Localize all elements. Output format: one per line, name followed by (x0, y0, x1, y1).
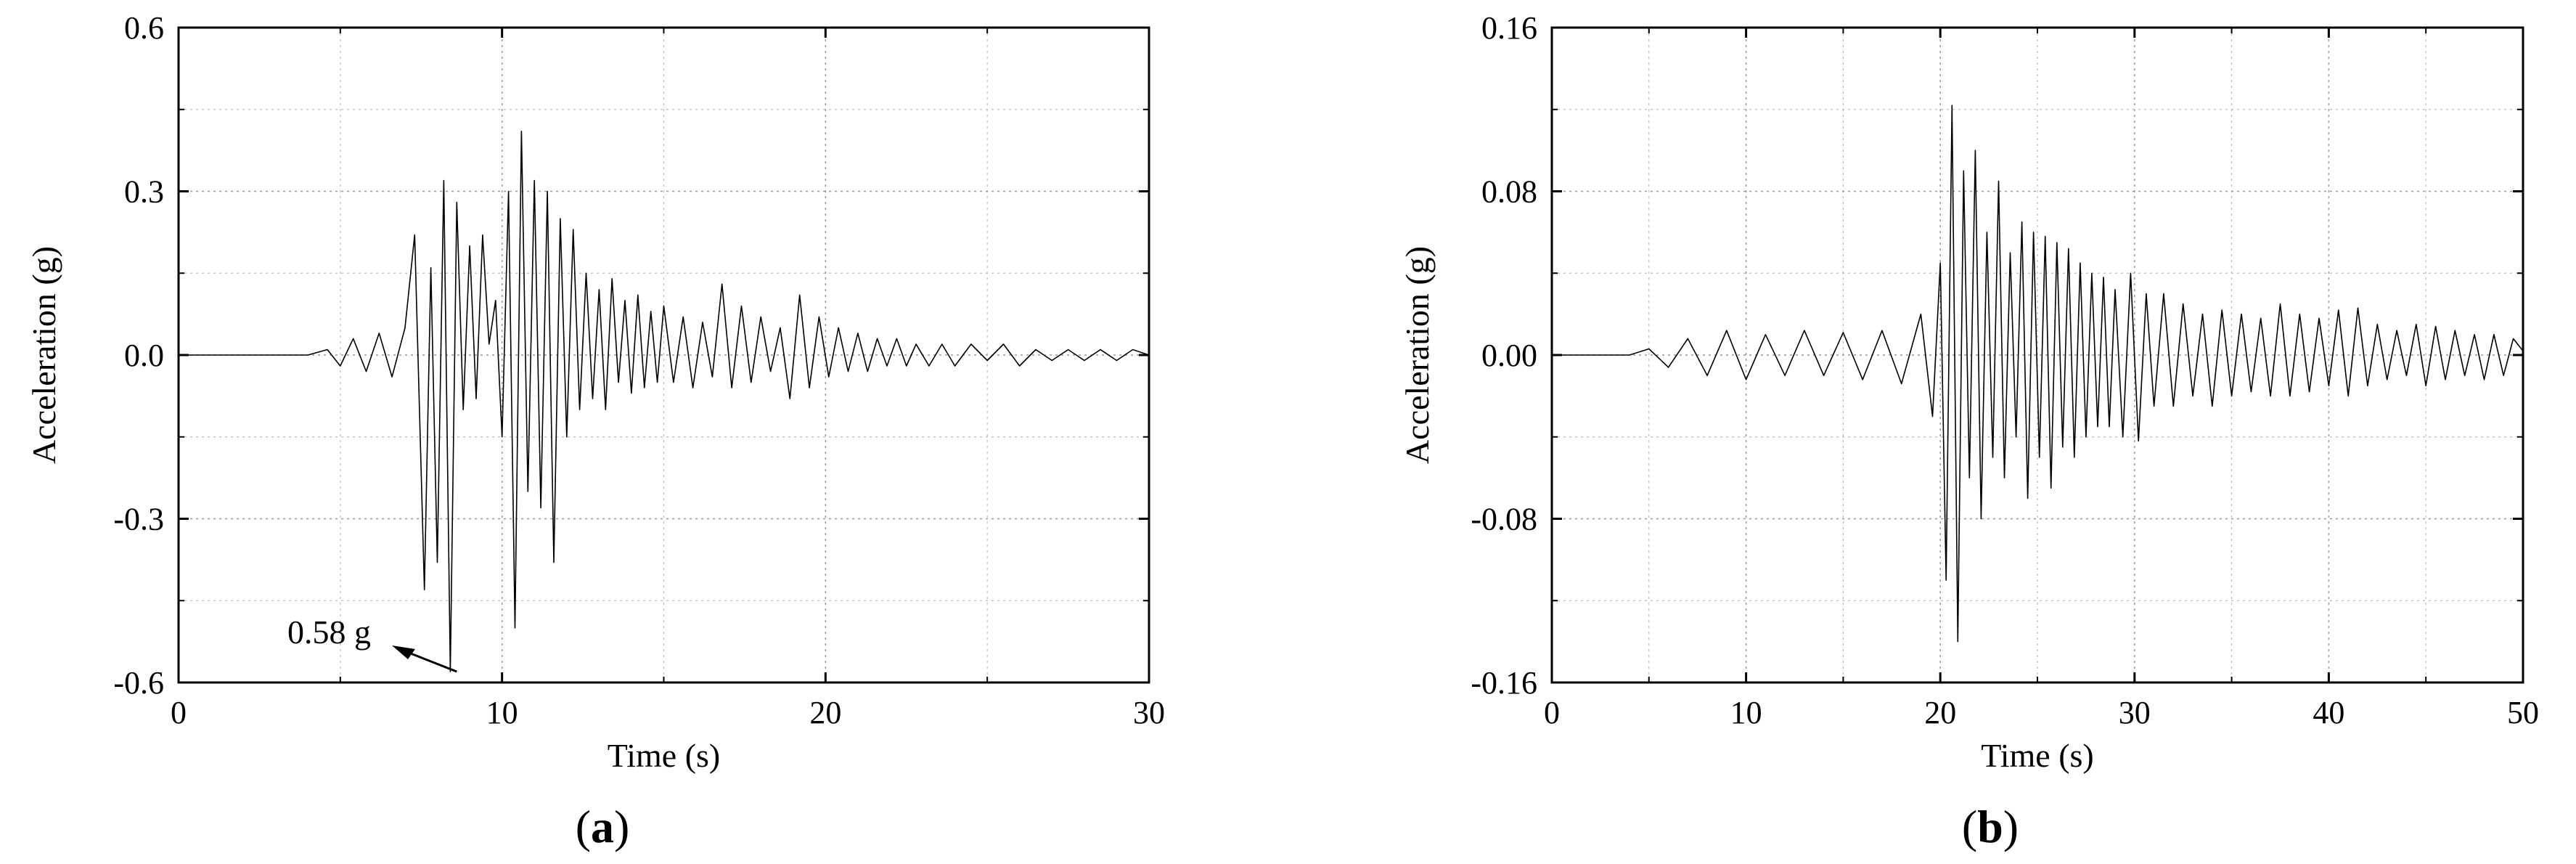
panel-b-chart: 0 10 20 30 40 50 -0.16 -0.08 0.00 0.08 0.16 Time (… (1399, 10, 2539, 852)
panel-a-label-letter: a (591, 801, 614, 852)
panel-a-x-tick-label: 10 (486, 695, 518, 730)
panel-a-y-tick-label: 0.3 (124, 174, 164, 210)
panel-b-y-tick-label: 0.08 (1481, 174, 1537, 210)
panel-b-label-letter: b (1977, 801, 2003, 852)
panel-a-tick-labels: 0 10 20 30 -0.6 -0.3 0.0 0.3 0.6 (113, 10, 1165, 730)
panel-a-grid (179, 28, 1149, 682)
panel-a-annotation-arrowhead (392, 645, 415, 659)
panel-b-tick-labels: 0 10 20 30 40 50 -0.16 -0.08 0.00 0.08 0.16 (1471, 10, 2539, 730)
panel-a-chart: 0 10 20 30 -0.6 -0.3 0.0 0.3 0.6 Time (s) Accele… (25, 10, 1165, 852)
panel-a-peak-annotation: 0.58 g (287, 614, 457, 673)
panel-a-label: (a) (576, 801, 630, 852)
panel-b-y-tick-label: -0.16 (1471, 665, 1537, 701)
panel-b-ticks (1550, 26, 2524, 684)
panel-a-y-tick-label: 0.6 (124, 10, 164, 46)
panel-b-x-axis-title: Time (s) (1981, 737, 2094, 774)
panel-b-series-line (1552, 105, 2524, 643)
panel-a-y-tick-label: -0.6 (113, 665, 164, 701)
panel-b-y-tick-label: 0.16 (1481, 10, 1537, 46)
panel-a-series-line (179, 131, 1150, 672)
panel-a-y-axis-title: Acceleration (g) (25, 246, 62, 464)
panel-a-x-tick-label: 20 (809, 695, 841, 730)
panel-a-y-tick-label: -0.3 (113, 502, 164, 537)
panel-b-grid (1552, 28, 2523, 682)
panel-b-label: (b) (1962, 801, 2019, 852)
panel-b-y-axis-title: Acceleration (g) (1399, 246, 1436, 464)
panel-b-x-tick-label: 50 (2507, 695, 2539, 730)
panel-b-x-tick-label: 40 (2313, 695, 2344, 730)
panel-b-x-tick-label: 20 (1924, 695, 1956, 730)
panel-b-y-tick-label: 0.00 (1481, 338, 1537, 373)
panel-a-x-axis-title: Time (s) (608, 737, 721, 774)
panel-a-y-tick-label: 0.0 (124, 338, 164, 373)
panel-a-annotation-text: 0.58 g (287, 614, 371, 651)
panel-b-y-tick-label: -0.08 (1471, 502, 1537, 537)
panel-a-ticks (177, 26, 1150, 684)
panel-b-x-tick-label: 0 (1544, 695, 1560, 730)
panel-b-x-tick-label: 30 (2119, 695, 2151, 730)
panel-b-x-tick-label: 10 (1730, 695, 1762, 730)
panel-a-x-tick-label: 0 (171, 695, 187, 730)
panel-a-x-tick-label: 30 (1133, 695, 1165, 730)
